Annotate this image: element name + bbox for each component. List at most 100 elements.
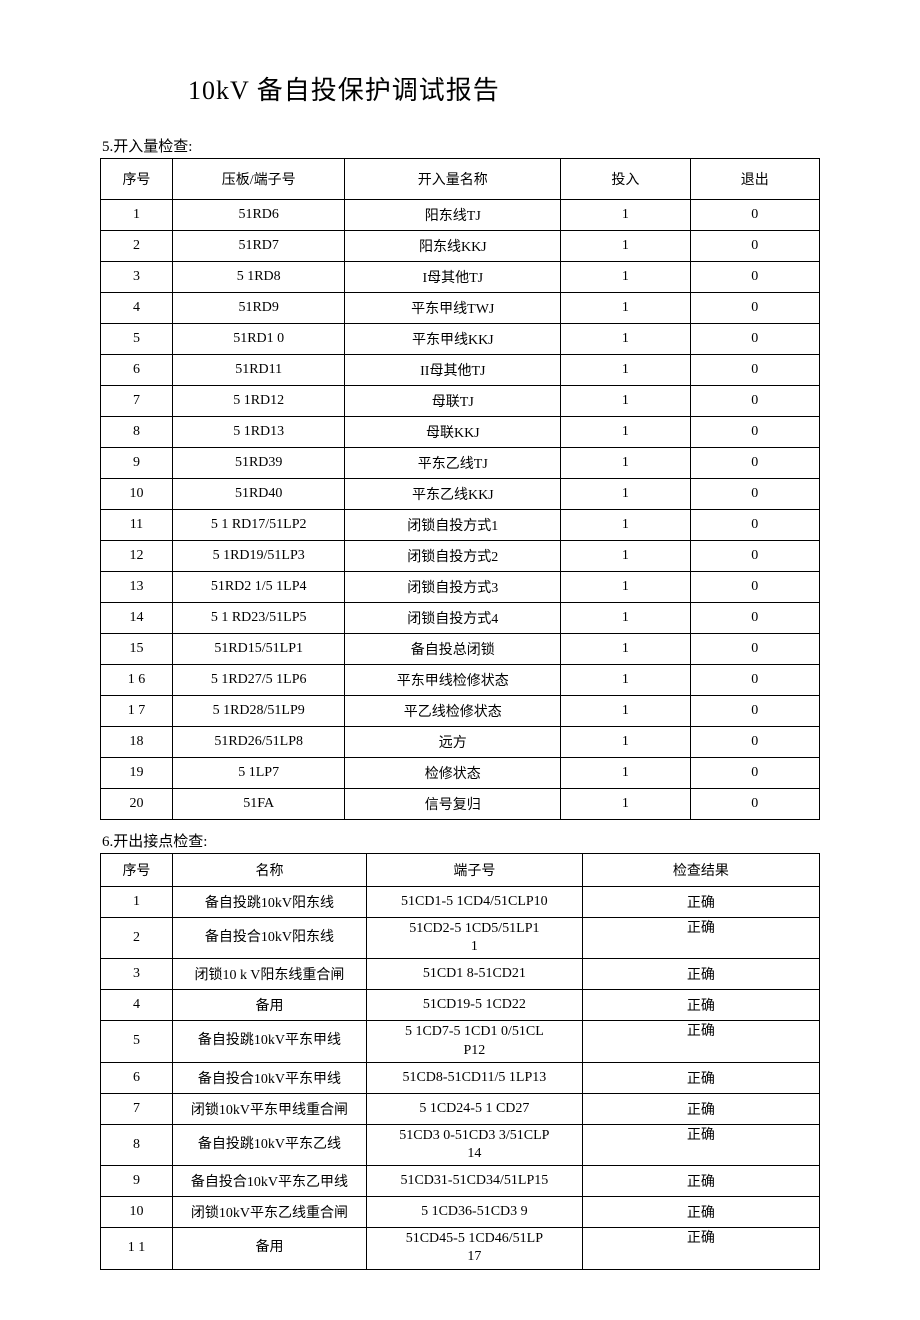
cell-result: 正确: [582, 1228, 819, 1269]
cell: 0: [690, 572, 819, 603]
table-row: 6备自投合10kV平东甲线51CD8-51CD11/5 1LP13正确: [101, 1062, 820, 1093]
table-row: 1 75 1RD28/51LP9平乙线检修状态10: [101, 696, 820, 727]
table-row: 451RD9平东甲线TWJ10: [101, 293, 820, 324]
th-seq: 序号: [101, 159, 173, 200]
cell: 5 1 RD23/51LP5: [172, 603, 345, 634]
cell-terminal: 51CD3 0-51CD3 3/51CLP14: [367, 1124, 583, 1165]
cell: 51RD15/51LP1: [172, 634, 345, 665]
cell: 1: [561, 634, 690, 665]
cell: 0: [690, 479, 819, 510]
cell: 0: [690, 510, 819, 541]
table-row: 1备自投跳10kV阳东线51CD1-5 1CD4/51CLP10正确: [101, 887, 820, 918]
cell: 1 6: [101, 665, 173, 696]
cell-name: 备自投跳10kV阳东线: [172, 887, 366, 918]
cell: 1: [561, 200, 690, 231]
cell: II母其他TJ: [345, 355, 561, 386]
cell: 检修状态: [345, 758, 561, 789]
cell-seq: 8: [101, 1124, 173, 1165]
cell-seq: 1 1: [101, 1228, 173, 1269]
cell: 2: [101, 231, 173, 262]
cell-result: 正确: [582, 1197, 819, 1228]
cell: 10: [101, 479, 173, 510]
table-row: 1051RD40平东乙线KKJ10: [101, 479, 820, 510]
cell: 6: [101, 355, 173, 386]
table-row: 85 1RD13母联KKJ10: [101, 417, 820, 448]
cell: 1: [561, 293, 690, 324]
cell-name: 闭锁10 k V阳东线重合闸: [172, 959, 366, 990]
cell-seq: 6: [101, 1062, 173, 1093]
table-5-input-check: 序号 压板/端子号 开入量名称 投入 退出 151RD6阳东线TJ10251RD…: [100, 158, 820, 820]
cell: 0: [690, 448, 819, 479]
cell: 51RD2 1/5 1LP4: [172, 572, 345, 603]
cell: 1: [101, 200, 173, 231]
cell: 1: [561, 448, 690, 479]
cell-terminal: 5 1CD36-51CD3 9: [367, 1197, 583, 1228]
cell: 0: [690, 665, 819, 696]
cell: 1: [561, 231, 690, 262]
cell: 母联KKJ: [345, 417, 561, 448]
cell: 7: [101, 386, 173, 417]
cell: 1: [561, 665, 690, 696]
table-row: 115 1 RD17/51LP2闭锁自投方式110: [101, 510, 820, 541]
cell: 19: [101, 758, 173, 789]
table-row: 4备用51CD19-5 1CD22正确: [101, 990, 820, 1021]
cell: 阳东线KKJ: [345, 231, 561, 262]
cell-seq: 10: [101, 1197, 173, 1228]
cell-terminal: 51CD45-5 1CD46/51LP17: [367, 1228, 583, 1269]
cell: 5: [101, 324, 173, 355]
table-row: 10闭锁10kV平东乙线重合闸5 1CD36-51CD3 9正确: [101, 1197, 820, 1228]
table-row: 1351RD2 1/5 1LP4闭锁自投方式310: [101, 572, 820, 603]
cell: 1: [561, 696, 690, 727]
cell-result: 正确: [582, 887, 819, 918]
cell-terminal: 51CD19-5 1CD22: [367, 990, 583, 1021]
cell: 1: [561, 417, 690, 448]
cell: 0: [690, 200, 819, 231]
cell-name: 备自投合10kV阳东线: [172, 918, 366, 959]
cell: 5 1RD8: [172, 262, 345, 293]
cell: 1: [561, 603, 690, 634]
cell-terminal: 51CD8-51CD11/5 1LP13: [367, 1062, 583, 1093]
cell: 1: [561, 572, 690, 603]
cell: 平东甲线检修状态: [345, 665, 561, 696]
cell-result: 正确: [582, 1124, 819, 1165]
cell-terminal: 5 1CD24-5 1 CD27: [367, 1093, 583, 1124]
cell: 1: [561, 479, 690, 510]
cell: 0: [690, 293, 819, 324]
cell: 0: [690, 417, 819, 448]
cell-terminal: 51CD31-51CD34/51LP15: [367, 1166, 583, 1197]
cell-result: 正确: [582, 959, 819, 990]
cell: 0: [690, 603, 819, 634]
cell: 闭锁自投方式2: [345, 541, 561, 572]
cell: 12: [101, 541, 173, 572]
table-row: 145 1 RD23/51LP5闭锁自投方式410: [101, 603, 820, 634]
cell: 51RD7: [172, 231, 345, 262]
cell-seq: 3: [101, 959, 173, 990]
cell: 平东甲线KKJ: [345, 324, 561, 355]
cell: 远方: [345, 727, 561, 758]
cell-result: 正确: [582, 1093, 819, 1124]
cell: 0: [690, 727, 819, 758]
cell: 5 1RD19/51LP3: [172, 541, 345, 572]
cell-result: 正确: [582, 990, 819, 1021]
cell-seq: 1: [101, 887, 173, 918]
cell: 1: [561, 758, 690, 789]
table-row: 251RD7阳东线KKJ10: [101, 231, 820, 262]
cell: 5 1 RD17/51LP2: [172, 510, 345, 541]
table-row: 75 1RD12母联TJ10: [101, 386, 820, 417]
cell: 平东乙线TJ: [345, 448, 561, 479]
table-row: 1551RD15/51LP1备自投总闭锁10: [101, 634, 820, 665]
cell-name: 备用: [172, 990, 366, 1021]
table-row: 1 1备用51CD45-5 1CD46/51LP17正确: [101, 1228, 820, 1269]
cell: 0: [690, 262, 819, 293]
section5-label: 5.开入量检查:: [102, 135, 820, 156]
table-row: 35 1RD8I母其他TJ10: [101, 262, 820, 293]
th-signal-name: 开入量名称: [345, 159, 561, 200]
cell: 15: [101, 634, 173, 665]
table-row: 5备自投跳10kV平东甲线5 1CD7-5 1CD1 0/51CLP12正确: [101, 1021, 820, 1062]
cell-name: 闭锁10kV平东乙线重合闸: [172, 1197, 366, 1228]
cell: 闭锁自投方式4: [345, 603, 561, 634]
cell: 51RD40: [172, 479, 345, 510]
cell: 0: [690, 355, 819, 386]
cell: 1 7: [101, 696, 173, 727]
cell: 11: [101, 510, 173, 541]
